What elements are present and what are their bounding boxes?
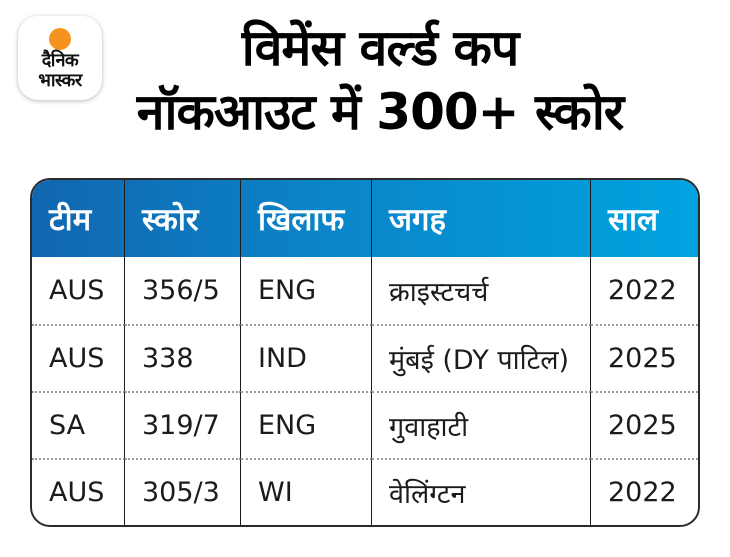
cell-score: 319/7 (125, 391, 241, 458)
cell-venue: मुंबई (DY पाटिल) (372, 324, 591, 391)
table-header-team: टीम (32, 180, 125, 257)
cell-team: SA (32, 391, 125, 458)
brand-logo-text: दैनिक भास्कर (38, 51, 82, 91)
page-title-line1: विमेंस वर्ल्ड कप (241, 19, 520, 77)
table-header-row: टीम स्कोर खिलाफ जगह साल (32, 180, 698, 257)
table-row: AUS 356/5 ENG क्राइस्टचर्च 2022 (32, 257, 698, 324)
cell-against: IND (241, 324, 372, 391)
table-row: AUS 338 IND मुंबई (DY पाटिल) 2025 (32, 324, 698, 391)
cell-venue: वेलिंग्टन (372, 458, 591, 525)
brand-logo-dot-icon (49, 28, 71, 50)
cell-year: 2025 (591, 391, 698, 458)
cell-year: 2025 (591, 324, 698, 391)
cell-team: AUS (32, 324, 125, 391)
table-header-against: खिलाफ (241, 180, 372, 257)
cell-score: 305/3 (125, 458, 241, 525)
cell-venue: क्राइस्टचर्च (372, 257, 591, 324)
page-title: विमेंस वर्ल्ड कप नॉकआउट में 300+ स्कोर (30, 16, 730, 144)
brand-logo-line1: दैनिक (41, 50, 79, 71)
cell-venue: गुवाहाटी (372, 391, 591, 458)
brand-logo: दैनिक भास्कर (18, 16, 102, 100)
cell-score: 338 (125, 324, 241, 391)
table-header-score: स्कोर (125, 180, 241, 257)
cell-against: ENG (241, 257, 372, 324)
cell-team: AUS (32, 458, 125, 525)
table-row: SA 319/7 ENG गुवाहाटी 2025 (32, 391, 698, 458)
page-title-line2: नॉकआउट में 300+ स्कोर (136, 83, 624, 141)
cell-team: AUS (32, 257, 125, 324)
brand-logo-line2: भास्कर (38, 70, 82, 91)
table-row: AUS 305/3 WI वेलिंग्टन 2022 (32, 458, 698, 525)
cell-year: 2022 (591, 458, 698, 525)
cell-score: 356/5 (125, 257, 241, 324)
table-header-year: साल (608, 201, 659, 238)
cell-year: 2022 (608, 275, 677, 306)
data-table: टीम स्कोर खिलाफ जगह साल AUS 356/5 ENG क्… (30, 178, 700, 527)
cell-against: ENG (241, 391, 372, 458)
table-header-venue: जगह (372, 180, 591, 257)
cell-against: WI (241, 458, 372, 525)
